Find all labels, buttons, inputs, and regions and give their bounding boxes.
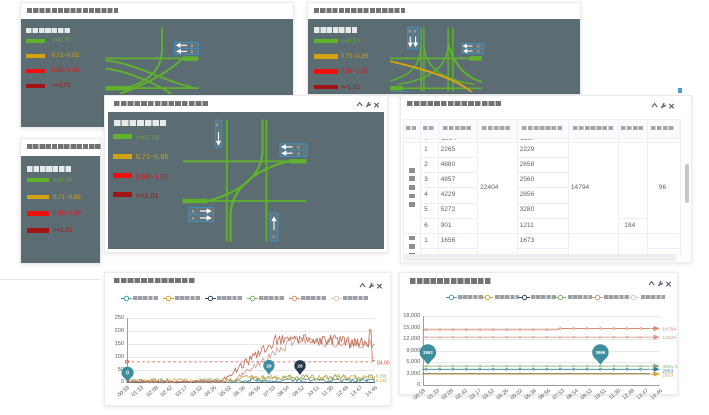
svg-text:0: 0 <box>191 50 193 54</box>
svg-text:0: 0 <box>477 50 479 54</box>
svg-text:29: 29 <box>266 363 272 369</box>
svg-text:0: 0 <box>192 209 194 213</box>
svg-text:3992: 3992 <box>423 350 433 355</box>
svg-text:0: 0 <box>297 152 299 156</box>
svg-text:0: 0 <box>216 123 218 127</box>
svg-text:84.00: 84.00 <box>377 360 390 366</box>
svg-text:0: 0 <box>191 44 193 48</box>
svg-text:4991.4: 4991.4 <box>663 364 678 370</box>
svg-text:0: 0 <box>414 30 416 34</box>
svg-text:0: 0 <box>272 235 274 239</box>
svg-text:6.158: 6.158 <box>376 373 387 378</box>
svg-text:14794: 14794 <box>663 327 677 333</box>
svg-text:0: 0 <box>477 45 479 49</box>
svg-text:12526: 12526 <box>663 335 677 341</box>
svg-text:3666: 3666 <box>596 350 606 355</box>
svg-text:2953: 2953 <box>663 369 674 375</box>
svg-text:8.142: 8.142 <box>376 377 387 382</box>
svg-text:0: 0 <box>408 30 410 34</box>
svg-text:0: 0 <box>192 216 194 220</box>
svg-text:0: 0 <box>297 145 299 149</box>
svg-text:26: 26 <box>297 363 303 369</box>
svg-text:2913: 2913 <box>663 373 674 379</box>
svg-text:0: 0 <box>126 370 129 376</box>
